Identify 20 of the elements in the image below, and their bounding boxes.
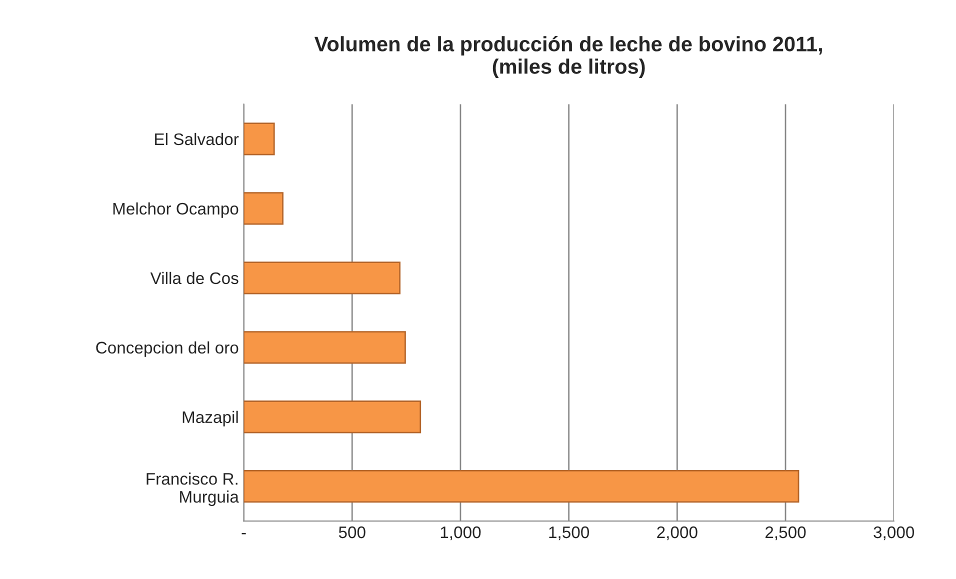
chart-title: Volumen de la producción de leche de bovino 2011, (miles de litros) bbox=[314, 36, 822, 78]
x-tick-label: 2,500 bbox=[766, 526, 806, 540]
x-tick-label: 1,500 bbox=[549, 526, 590, 540]
bar bbox=[244, 192, 284, 225]
y-tick-label: Francisco R. Murguia bbox=[146, 472, 239, 506]
x-tick-label: 2,000 bbox=[657, 526, 698, 540]
bar bbox=[244, 331, 406, 364]
bar bbox=[244, 400, 422, 434]
bar bbox=[244, 122, 275, 156]
x-tick-label: 500 bbox=[338, 526, 366, 538]
y-tick-label: El Salvador bbox=[155, 132, 239, 146]
y-tick-label: Mazapil bbox=[182, 410, 238, 426]
y-tick-label: Villa de Cos bbox=[150, 272, 238, 284]
x-tick-label: 3,000 bbox=[874, 526, 914, 540]
bar bbox=[244, 262, 400, 294]
bar bbox=[244, 470, 800, 503]
y-tick-label: Melchor Ocampo bbox=[113, 202, 238, 218]
x-tick-label: 1,000 bbox=[440, 526, 481, 540]
y-tick-label: Concepcion del oro bbox=[96, 341, 238, 357]
x-tick-label: - bbox=[242, 532, 246, 534]
